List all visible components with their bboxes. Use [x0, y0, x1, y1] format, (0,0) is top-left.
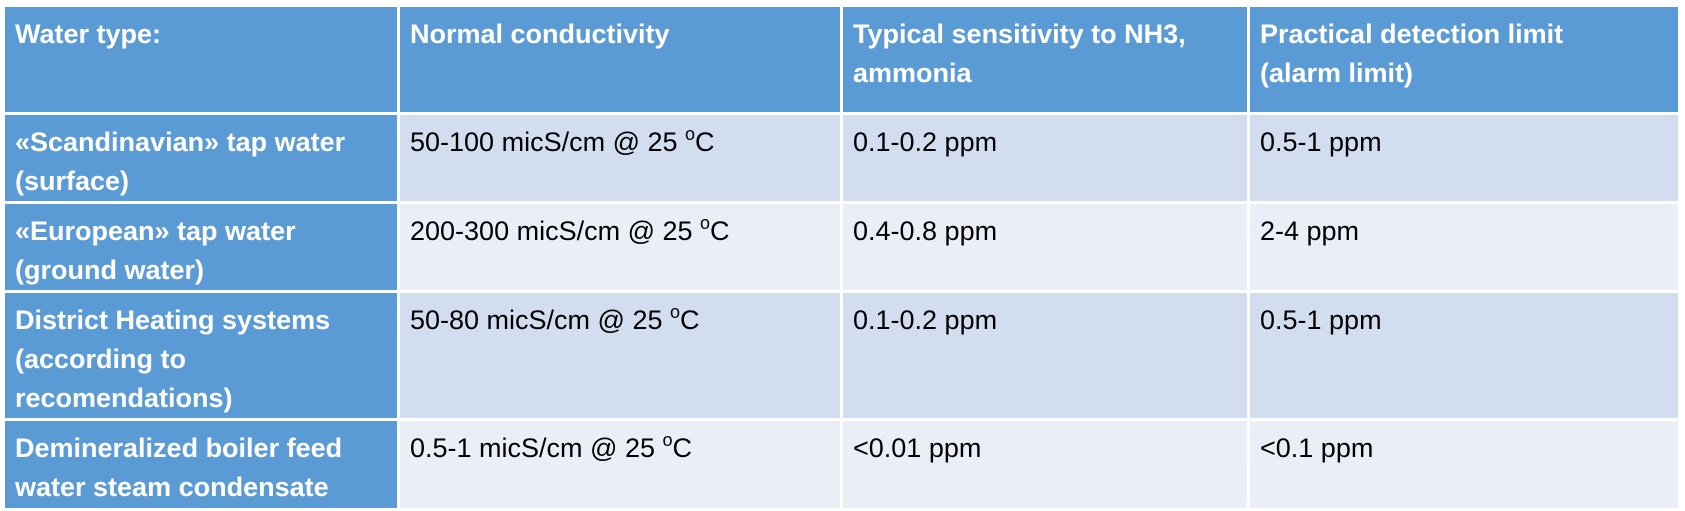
detection-limit-text: 2-4 ppm [1260, 216, 1359, 246]
row-water-type: District Heating systems (according to r… [4, 292, 399, 420]
header-water-type: Water type: [4, 6, 399, 114]
row-sensitivity: 0.4-0.8 ppm [842, 203, 1249, 292]
row-water-type: «European» tap water (ground water) [4, 203, 399, 292]
row-sensitivity: 0.1-0.2 ppm [842, 292, 1249, 420]
water-type-text: District Heating systems (according to r… [15, 305, 330, 413]
header-sensitivity-nh3: Typical sensitivity to NH3, ammonia [842, 6, 1249, 114]
detection-limit-text: <0.1 ppm [1260, 433, 1373, 463]
row-detection-limit: 2-4 ppm [1249, 203, 1680, 292]
header-normal-conductivity: Normal conductivity [399, 6, 842, 114]
row-sensitivity: <0.01 ppm [842, 420, 1249, 510]
row-sensitivity: 0.1-0.2 ppm [842, 114, 1249, 203]
detection-limit-text: 0.5-1 ppm [1260, 305, 1382, 335]
conductivity-unit: C [680, 305, 700, 335]
table-row: «Scandinavian» tap water (surface) 50-10… [4, 114, 1680, 203]
conductivity-unit: C [695, 127, 715, 157]
row-detection-limit: 0.5-1 ppm [1249, 292, 1680, 420]
row-conductivity: 50-80 micS/cm @ 25 oC [399, 292, 842, 420]
header-label: Practical detection limit (alarm limit) [1260, 19, 1563, 88]
header-label: Water type: [15, 19, 161, 49]
table-row: Demineralized boiler feed water steam co… [4, 420, 1680, 510]
row-conductivity: 200-300 micS/cm @ 25 oC [399, 203, 842, 292]
row-conductivity: 50-100 micS/cm @ 25 oC [399, 114, 842, 203]
water-conductivity-table-container: Water type: Normal conductivity Typical … [2, 4, 1678, 482]
water-type-text: «European» tap water (ground water) [15, 216, 296, 285]
degree-superscript: o [685, 124, 695, 144]
degree-superscript: o [662, 430, 672, 450]
water-type-text: Demineralized boiler feed water steam co… [15, 433, 342, 502]
table-row: «European» tap water (ground water) 200-… [4, 203, 1680, 292]
row-water-type: «Scandinavian» tap water (surface) [4, 114, 399, 203]
water-type-text: «Scandinavian» tap water (surface) [15, 127, 345, 196]
detection-limit-text: 0.5-1 ppm [1260, 127, 1382, 157]
row-water-type: Demineralized boiler feed water steam co… [4, 420, 399, 510]
conductivity-unit: C [673, 433, 693, 463]
degree-superscript: o [670, 302, 680, 322]
conductivity-text: 50-80 micS/cm @ 25 [410, 305, 670, 335]
header-label: Typical sensitivity to NH3, ammonia [853, 19, 1186, 88]
table-row: District Heating systems (according to r… [4, 292, 1680, 420]
table-header-row: Water type: Normal conductivity Typical … [4, 6, 1680, 114]
sensitivity-text: 0.4-0.8 ppm [853, 216, 997, 246]
row-detection-limit: <0.1 ppm [1249, 420, 1680, 510]
conductivity-text: 0.5-1 micS/cm @ 25 [410, 433, 662, 463]
degree-superscript: o [700, 213, 710, 233]
water-conductivity-table: Water type: Normal conductivity Typical … [2, 4, 1681, 511]
header-detection-limit: Practical detection limit (alarm limit) [1249, 6, 1680, 114]
sensitivity-text: <0.01 ppm [853, 433, 981, 463]
row-conductivity: 0.5-1 micS/cm @ 25 oC [399, 420, 842, 510]
conductivity-text: 200-300 micS/cm @ 25 [410, 216, 700, 246]
sensitivity-text: 0.1-0.2 ppm [853, 305, 997, 335]
row-detection-limit: 0.5-1 ppm [1249, 114, 1680, 203]
conductivity-unit: C [710, 216, 730, 246]
header-label: Normal conductivity [410, 19, 670, 49]
sensitivity-text: 0.1-0.2 ppm [853, 127, 997, 157]
conductivity-text: 50-100 micS/cm @ 25 [410, 127, 685, 157]
